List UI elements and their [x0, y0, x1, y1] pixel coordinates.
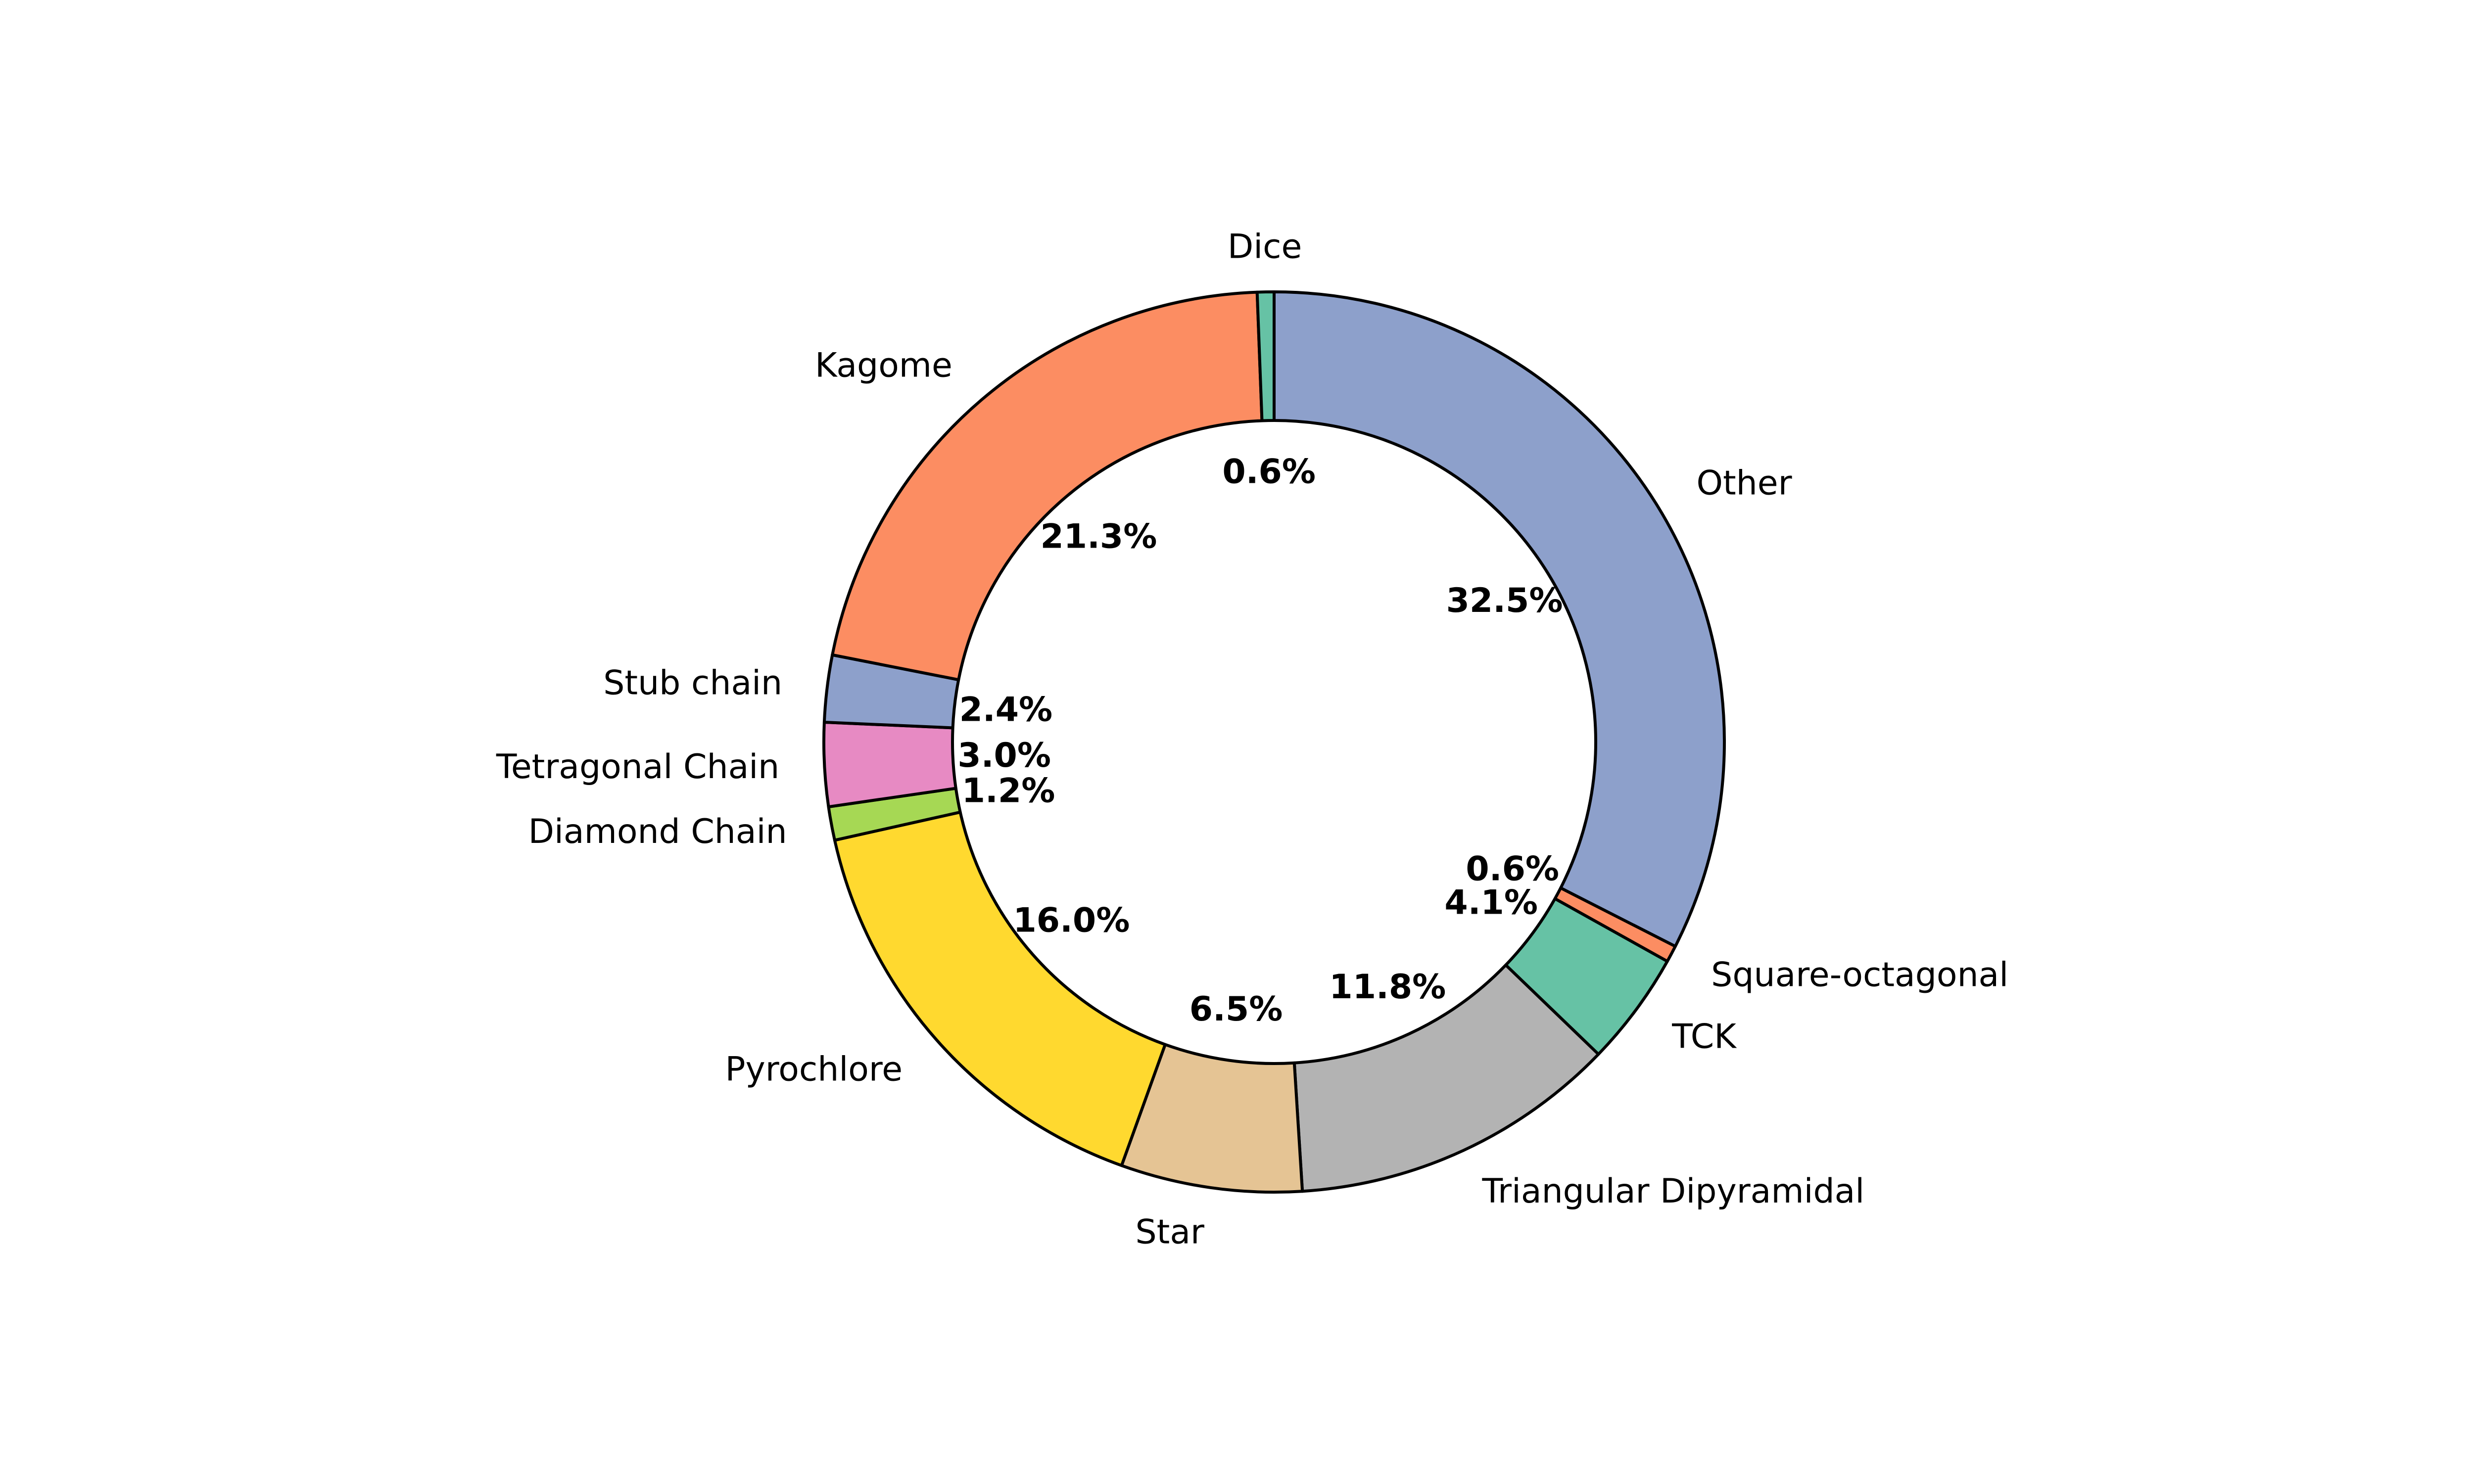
percent-label-stub-chain: 2.4%	[959, 690, 1053, 729]
slice-other	[1273, 290, 1726, 948]
category-label-star: Star	[1136, 1213, 1204, 1252]
category-label-dice: Dice	[1228, 228, 1302, 267]
slice-kagome	[831, 290, 1264, 682]
category-label-kagome: Kagome	[815, 346, 952, 385]
percent-label-star: 6.5%	[1189, 990, 1283, 1029]
wedge-layer	[822, 290, 1726, 1194]
percent-label-other: 32.5%	[1446, 581, 1563, 620]
percent-label-triangular-dipyramidal: 11.8%	[1329, 968, 1446, 1007]
category-label-pyrochlore: Pyrochlore	[725, 1050, 903, 1089]
category-label-tck: TCK	[1671, 1017, 1737, 1056]
category-label-diamond-chain: Diamond Chain	[528, 812, 787, 851]
percent-label-diamond-chain: 1.2%	[962, 771, 1055, 810]
percent-label-tetragonal-chain: 3.0%	[957, 736, 1051, 775]
slice-dice	[1255, 290, 1276, 422]
category-label-tetragonal-chain: Tetragonal Chain	[496, 747, 779, 787]
percent-label-kagome: 21.3%	[1040, 517, 1157, 556]
category-label-layer: Other Square-octagonal TCK Triangular Dipyr…	[496, 228, 2008, 1252]
percent-label-dice: 0.6%	[1222, 453, 1316, 492]
category-label-stub-chain: Stub chain	[603, 663, 782, 702]
percent-label-layer: 32.5%0.6%4.1%11.8%6.5%16.0%1.2%3.0%2.4%2…	[957, 453, 1563, 1029]
slice-pyrochlore	[833, 810, 1167, 1167]
percent-label-square-octagonal: 0.6%	[1466, 850, 1559, 889]
percent-label-pyrochlore: 16.0%	[1013, 901, 1130, 940]
category-label-other: Other	[1696, 464, 1792, 503]
category-label-square-octagonal: Square-octagonal	[1711, 956, 2008, 995]
category-label-triangular-dipyramidal: Triangular Dipyramidal	[1482, 1172, 1865, 1211]
percent-label-tck: 4.1%	[1444, 883, 1538, 923]
